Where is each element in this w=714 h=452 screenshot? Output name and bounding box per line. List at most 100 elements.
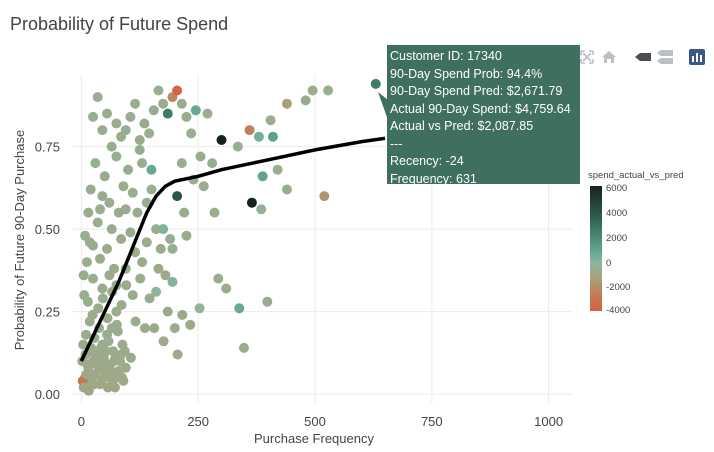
scatter-point[interactable] bbox=[190, 105, 201, 116]
scatter-point[interactable] bbox=[172, 349, 183, 360]
scatter-point[interactable] bbox=[169, 323, 180, 334]
scatter-point[interactable] bbox=[117, 372, 127, 383]
scatter-point[interactable] bbox=[81, 369, 92, 380]
scatter-point[interactable] bbox=[167, 276, 178, 287]
scatter-point[interactable] bbox=[78, 339, 89, 350]
scatter-point[interactable] bbox=[158, 336, 169, 347]
scatter-point[interactable] bbox=[125, 227, 136, 238]
scatter-point[interactable] bbox=[102, 313, 113, 324]
scatter-point[interactable] bbox=[244, 125, 255, 136]
scatter-point[interactable] bbox=[179, 207, 190, 218]
scatter-point[interactable] bbox=[81, 257, 92, 268]
scatter-point[interactable] bbox=[93, 303, 104, 314]
plotly-logo-icon[interactable] bbox=[688, 48, 708, 68]
scatter-point[interactable] bbox=[177, 309, 188, 320]
scatter-point[interactable] bbox=[88, 273, 99, 284]
scatter-point[interactable] bbox=[256, 204, 267, 215]
scatter-point[interactable] bbox=[127, 187, 138, 198]
hover-closest-icon[interactable] bbox=[634, 48, 654, 68]
scatter-point[interactable] bbox=[232, 141, 243, 152]
scatter-point[interactable] bbox=[84, 237, 95, 248]
scatter-point[interactable] bbox=[267, 131, 278, 142]
hover-compare-icon[interactable] bbox=[656, 48, 676, 68]
scatter-point[interactable] bbox=[272, 164, 283, 175]
scatter-point[interactable] bbox=[101, 346, 112, 357]
scatter-point[interactable] bbox=[134, 144, 145, 155]
scatter-point[interactable] bbox=[111, 319, 122, 330]
scatter-point[interactable] bbox=[165, 234, 176, 244]
scatter-point[interactable] bbox=[139, 118, 150, 129]
scatter-point[interactable] bbox=[141, 237, 152, 248]
scatter-point[interactable] bbox=[97, 191, 108, 202]
scatter-point[interactable] bbox=[106, 224, 117, 235]
scatter-point[interactable] bbox=[194, 303, 205, 314]
scatter-point[interactable] bbox=[92, 217, 103, 228]
scatter-point[interactable] bbox=[130, 316, 141, 327]
scatter-point[interactable] bbox=[134, 135, 145, 145]
scatter-point[interactable] bbox=[167, 243, 178, 254]
scatter-point[interactable] bbox=[234, 303, 245, 314]
scatter-point[interactable] bbox=[149, 323, 160, 334]
scatter-point[interactable] bbox=[106, 141, 117, 152]
scatter-point[interactable] bbox=[97, 283, 108, 294]
scatter-point[interactable] bbox=[153, 263, 164, 274]
scatter-point[interactable] bbox=[111, 118, 122, 129]
scatter-point[interactable] bbox=[103, 336, 114, 347]
scatter-point[interactable] bbox=[104, 270, 115, 281]
scatter-point[interactable] bbox=[82, 296, 93, 307]
scatter-point[interactable] bbox=[95, 204, 106, 215]
scatter-point[interactable] bbox=[307, 85, 318, 96]
scatter-point[interactable] bbox=[78, 270, 89, 281]
scatter-point[interactable] bbox=[120, 204, 131, 215]
scatter-point[interactable] bbox=[213, 273, 224, 284]
scatter-point[interactable] bbox=[96, 375, 107, 386]
home-icon[interactable] bbox=[600, 48, 620, 68]
scatter-point[interactable] bbox=[186, 128, 197, 139]
autoscale-icon[interactable] bbox=[578, 48, 598, 68]
scatter-point[interactable] bbox=[198, 181, 209, 192]
scatter-point[interactable] bbox=[148, 105, 159, 116]
scatter-point[interactable] bbox=[125, 111, 136, 122]
scatter-point[interactable] bbox=[146, 184, 157, 195]
scatter-point[interactable] bbox=[158, 224, 169, 235]
scatter-point[interactable] bbox=[181, 111, 192, 122]
scatter-point[interactable] bbox=[209, 207, 220, 218]
scatter-point[interactable] bbox=[120, 362, 131, 373]
scatter-point[interactable] bbox=[319, 191, 330, 202]
scatter-point[interactable] bbox=[181, 230, 192, 241]
scatter-point[interactable] bbox=[125, 352, 136, 363]
scatter-point[interactable] bbox=[300, 95, 311, 106]
scatter-point[interactable] bbox=[221, 283, 232, 294]
scatter-point[interactable] bbox=[146, 164, 157, 175]
scatter-point[interactable] bbox=[172, 85, 183, 96]
scatter-point[interactable] bbox=[176, 158, 187, 169]
scatter-point[interactable] bbox=[116, 300, 127, 310]
scatter-point[interactable] bbox=[185, 319, 196, 330]
scatter-point[interactable] bbox=[370, 78, 381, 89]
scatter-point[interactable] bbox=[111, 151, 122, 162]
scatter-point[interactable] bbox=[139, 323, 150, 334]
scatter-point[interactable] bbox=[95, 253, 106, 264]
scatter-point[interactable] bbox=[137, 257, 148, 268]
scatter-point[interactable] bbox=[102, 243, 113, 254]
scatter-point[interactable] bbox=[120, 125, 131, 136]
scatter-point[interactable] bbox=[83, 207, 94, 218]
scatter-point[interactable] bbox=[265, 115, 276, 126]
scatter-point[interactable] bbox=[195, 151, 206, 162]
scatter-point[interactable] bbox=[281, 184, 292, 195]
scatter-point[interactable] bbox=[155, 243, 166, 254]
scatter-point[interactable] bbox=[130, 98, 141, 109]
scatter-point[interactable] bbox=[262, 296, 273, 307]
scatter-point[interactable] bbox=[151, 224, 162, 235]
scatter-point[interactable] bbox=[202, 108, 213, 119]
scatter-point[interactable] bbox=[123, 164, 134, 175]
scatter-point[interactable] bbox=[238, 342, 249, 353]
scatter-point[interactable] bbox=[99, 171, 110, 182]
scatter-point[interactable] bbox=[118, 181, 129, 192]
scatter-point[interactable] bbox=[137, 158, 148, 169]
scatter-point[interactable] bbox=[119, 346, 130, 357]
scatter-point[interactable] bbox=[323, 85, 334, 96]
scatter-point[interactable] bbox=[246, 197, 257, 208]
scatter-point[interactable] bbox=[115, 356, 126, 367]
